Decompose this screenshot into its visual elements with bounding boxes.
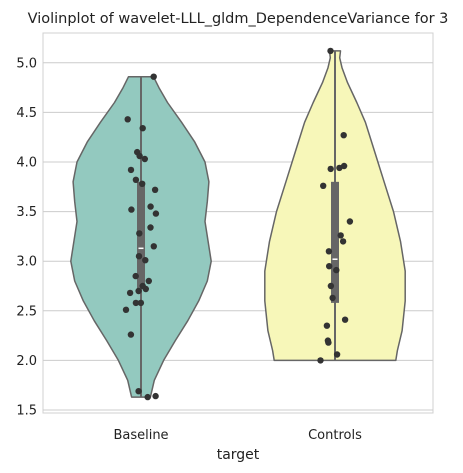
data-point [142, 257, 149, 264]
plot-frame [42, 32, 434, 414]
data-point [329, 294, 336, 302]
data-point [132, 272, 139, 280]
data-point [128, 206, 135, 213]
data-point [325, 339, 332, 346]
data-point [323, 322, 331, 329]
data-point [152, 210, 160, 217]
data-point [150, 73, 157, 80]
data-point [151, 186, 159, 193]
data-point [325, 248, 333, 255]
data-point [136, 152, 143, 160]
data-point [333, 351, 341, 358]
data-point [122, 306, 130, 313]
data-point [127, 331, 135, 338]
y-tick-label: 4.5 [16, 106, 37, 121]
y-tick-label: 5.0 [16, 56, 37, 71]
data-point [340, 132, 347, 139]
y-axis-ticks: 1.5 2.0 2.5 3.0 3.5 4.0 4.5 5.0 [16, 56, 37, 418]
data-point [152, 392, 159, 400]
data-point [346, 218, 354, 225]
data-point [327, 47, 334, 55]
data-point [135, 253, 143, 260]
data-point [145, 277, 152, 285]
data-point [135, 287, 142, 295]
data-point [126, 289, 134, 297]
data-point [132, 176, 140, 183]
y-tick-label: 3.5 [16, 205, 37, 220]
x-axis-label: target [217, 447, 260, 463]
data-point [336, 164, 343, 172]
data-point [135, 388, 142, 395]
data-point [327, 165, 334, 173]
data-point [327, 282, 335, 290]
data-point [150, 243, 157, 250]
x-tick-label: Controls [308, 428, 362, 443]
x-axis-ticks: Baseline Controls [113, 428, 362, 443]
data-point [137, 299, 145, 307]
violins [70, 47, 406, 401]
data-point [132, 299, 140, 307]
data-point [141, 155, 148, 163]
y-tick-label: 1.5 [16, 404, 37, 419]
y-tick-label: 2.5 [16, 304, 37, 319]
data-point [127, 166, 135, 174]
data-point [320, 182, 327, 189]
data-point [139, 125, 146, 132]
data-point [147, 224, 154, 231]
data-point [142, 285, 149, 293]
data-point [136, 230, 143, 237]
iqr-box [331, 181, 339, 303]
data-point [317, 357, 324, 364]
x-tick-label: Baseline [113, 428, 168, 443]
y-tick-label: 4.0 [16, 155, 37, 170]
data-point [144, 393, 151, 401]
data-point [339, 238, 347, 245]
data-point [124, 116, 131, 123]
data-point [139, 180, 146, 187]
data-point [326, 263, 333, 270]
data-point [341, 316, 349, 323]
data-point [337, 232, 344, 239]
data-point [333, 266, 340, 274]
y-tick-label: 3.0 [16, 255, 37, 270]
chart-title: Violinplot of wavelet-LLL_gldm_Dependenc… [28, 11, 449, 27]
y-tick-label: 2.0 [16, 354, 37, 369]
data-point [147, 203, 154, 210]
